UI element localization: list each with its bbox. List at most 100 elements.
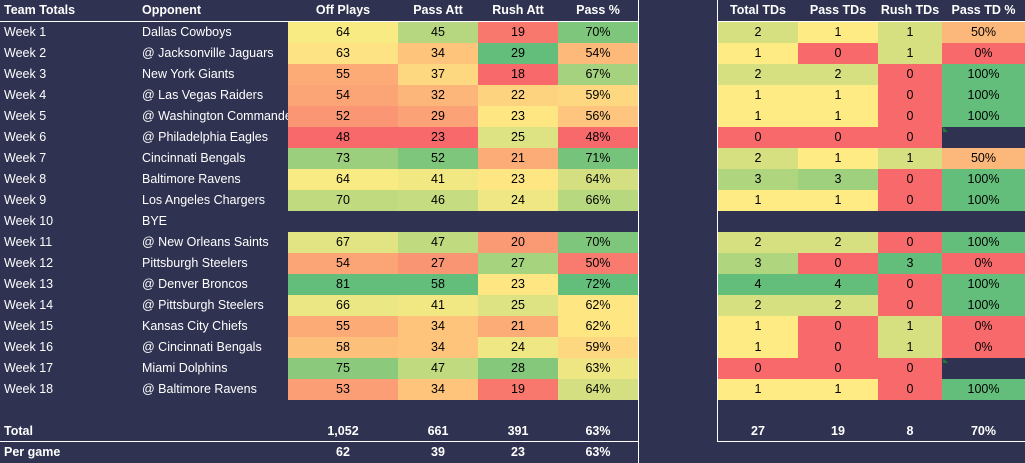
rush-tds-cell[interactable]: 0 [878, 379, 942, 400]
off-plays-cell[interactable]: 67 [288, 232, 398, 253]
total-total-tds[interactable]: 27 [751, 424, 765, 438]
rush-tds-cell[interactable]: 0 [878, 190, 942, 211]
opponent-cell[interactable]: Dallas Cowboys [142, 25, 232, 39]
rush-tds-cell[interactable]: 0 [878, 169, 942, 190]
pass-td-pct-cell[interactable]: 50% [942, 22, 1025, 43]
off-plays-cell[interactable]: 66 [288, 295, 398, 316]
total-tds-cell[interactable]: 2 [718, 232, 798, 253]
pass-pct-cell[interactable]: 48% [558, 127, 638, 148]
week-cell[interactable]: Week 11 [4, 235, 53, 249]
opponent-cell[interactable]: Baltimore Ravens [142, 172, 241, 186]
rush-tds-cell[interactable]: 0 [878, 64, 942, 85]
rush-att-cell[interactable]: 22 [478, 85, 558, 106]
week-cell[interactable]: Week 12 [4, 256, 54, 270]
opponent-cell[interactable]: @ Denver Broncos [142, 277, 248, 291]
opponent-cell[interactable]: @ New Orleans Saints [142, 235, 269, 249]
pass-td-pct-cell[interactable] [942, 127, 1025, 148]
pass-td-pct-cell[interactable]: 100% [942, 295, 1025, 316]
total-tds-cell[interactable]: 0 [718, 358, 798, 379]
off-plays-cell[interactable]: 64 [288, 22, 398, 43]
opponent-cell[interactable]: @ Jacksonville Jaguars [142, 46, 274, 60]
week-cell[interactable]: Week 4 [4, 88, 47, 102]
pass-att-cell[interactable]: 45 [398, 22, 478, 43]
rush-att-cell[interactable]: 23 [478, 274, 558, 295]
pass-att-cell[interactable]: 41 [398, 169, 478, 190]
total-tds-cell[interactable]: 1 [718, 316, 798, 337]
pass-pct-cell[interactable]: 50% [558, 253, 638, 274]
pass-att-cell[interactable]: 37 [398, 64, 478, 85]
pass-td-pct-cell[interactable]: 100% [942, 274, 1025, 295]
pass-pct-cell[interactable]: 54% [558, 43, 638, 64]
week-cell[interactable]: Week 8 [4, 172, 47, 186]
week-cell[interactable]: Week 5 [4, 109, 47, 123]
total-pass-td-pct[interactable]: 70% [970, 424, 997, 438]
rush-tds-cell[interactable]: 0 [878, 106, 942, 127]
total-tds-cell[interactable]: 1 [718, 43, 798, 64]
pass-tds-cell[interactable]: 4 [798, 274, 878, 295]
total-off-plays[interactable]: 1,052 [327, 424, 359, 438]
opponent-cell[interactable]: @ Cincinnati Bengals [142, 340, 262, 354]
off-plays-cell[interactable]: 70 [288, 190, 398, 211]
total-tds-cell[interactable]: 1 [718, 106, 798, 127]
rush-att-cell[interactable]: 19 [478, 379, 558, 400]
rush-att-cell[interactable]: 23 [478, 106, 558, 127]
pass-pct-cell[interactable]: 71% [558, 148, 638, 169]
total-label[interactable]: Total [4, 424, 33, 438]
pass-att-cell[interactable]: 47 [398, 232, 478, 253]
week-cell[interactable]: Week 6 [4, 130, 47, 144]
total-tds-cell[interactable]: 3 [718, 253, 798, 274]
pass-td-pct-cell[interactable]: 0% [942, 337, 1025, 358]
pass-td-pct-cell[interactable]: 100% [942, 106, 1025, 127]
opponent-cell[interactable]: @ Washington Commanders [142, 109, 288, 123]
opponent-cell[interactable]: BYE [142, 214, 168, 228]
opponent-cell[interactable]: Kansas City Chiefs [142, 319, 248, 333]
pass-pct-cell[interactable]: 72% [558, 274, 638, 295]
pass-att-cell[interactable]: 27 [398, 253, 478, 274]
rush-tds-cell[interactable]: 0 [878, 232, 942, 253]
pass-att-cell[interactable]: 47 [398, 358, 478, 379]
pass-tds-cell[interactable]: 3 [798, 169, 878, 190]
per-game-pass-att[interactable]: 39 [431, 445, 445, 459]
rush-tds-cell[interactable]: 0 [878, 358, 942, 379]
pass-pct-cell[interactable]: 59% [558, 85, 638, 106]
pass-td-pct-cell[interactable]: 100% [942, 232, 1025, 253]
week-cell[interactable]: Week 13 [4, 277, 54, 291]
opponent-cell[interactable]: @ Pittsburgh Steelers [142, 298, 264, 312]
total-tds-cell[interactable]: 4 [718, 274, 798, 295]
pass-pct-cell[interactable]: 67% [558, 64, 638, 85]
pass-att-cell[interactable]: 32 [398, 85, 478, 106]
rush-att-cell[interactable]: 19 [478, 22, 558, 43]
pass-tds-cell[interactable]: 2 [798, 64, 878, 85]
opponent-cell[interactable]: Los Angeles Chargers [142, 193, 265, 207]
rush-tds-cell[interactable]: 1 [878, 337, 942, 358]
rush-att-cell[interactable]: 29 [478, 43, 558, 64]
header-rush-tds[interactable]: Rush TDs [880, 3, 940, 17]
rush-tds-cell[interactable]: 3 [878, 253, 942, 274]
week-cell[interactable]: Week 2 [4, 46, 47, 60]
total-tds-cell[interactable]: 0 [718, 127, 798, 148]
per-game-rush-att[interactable]: 23 [511, 445, 525, 459]
total-rush-tds[interactable]: 8 [906, 424, 914, 438]
total-tds-cell[interactable]: 3 [718, 169, 798, 190]
opponent-cell[interactable]: @ Las Vegas Raiders [142, 88, 264, 102]
pass-pct-cell[interactable]: 63% [558, 358, 638, 379]
off-plays-cell[interactable]: 81 [288, 274, 398, 295]
rush-att-cell[interactable]: 28 [478, 358, 558, 379]
header-pass-att[interactable]: Pass Att [413, 3, 463, 17]
opponent-cell[interactable]: Miami Dolphins [142, 361, 228, 375]
rush-att-cell[interactable]: 25 [478, 127, 558, 148]
pass-tds-cell[interactable]: 1 [798, 106, 878, 127]
pass-td-pct-cell[interactable]: 100% [942, 64, 1025, 85]
off-plays-cell[interactable]: 64 [288, 169, 398, 190]
pass-td-pct-cell[interactable]: 0% [942, 316, 1025, 337]
pass-td-pct-cell[interactable]: 50% [942, 148, 1025, 169]
week-cell[interactable]: Week 10 [4, 214, 54, 228]
pass-pct-cell[interactable]: 59% [558, 337, 638, 358]
total-pass-pct[interactable]: 63% [585, 424, 611, 438]
total-tds-cell[interactable]: 1 [718, 85, 798, 106]
rush-att-cell[interactable]: 18 [478, 64, 558, 85]
pass-tds-cell[interactable]: 0 [798, 337, 878, 358]
pass-td-pct-cell[interactable]: 100% [942, 190, 1025, 211]
pass-att-cell[interactable]: 41 [398, 295, 478, 316]
off-plays-cell[interactable]: 54 [288, 253, 398, 274]
